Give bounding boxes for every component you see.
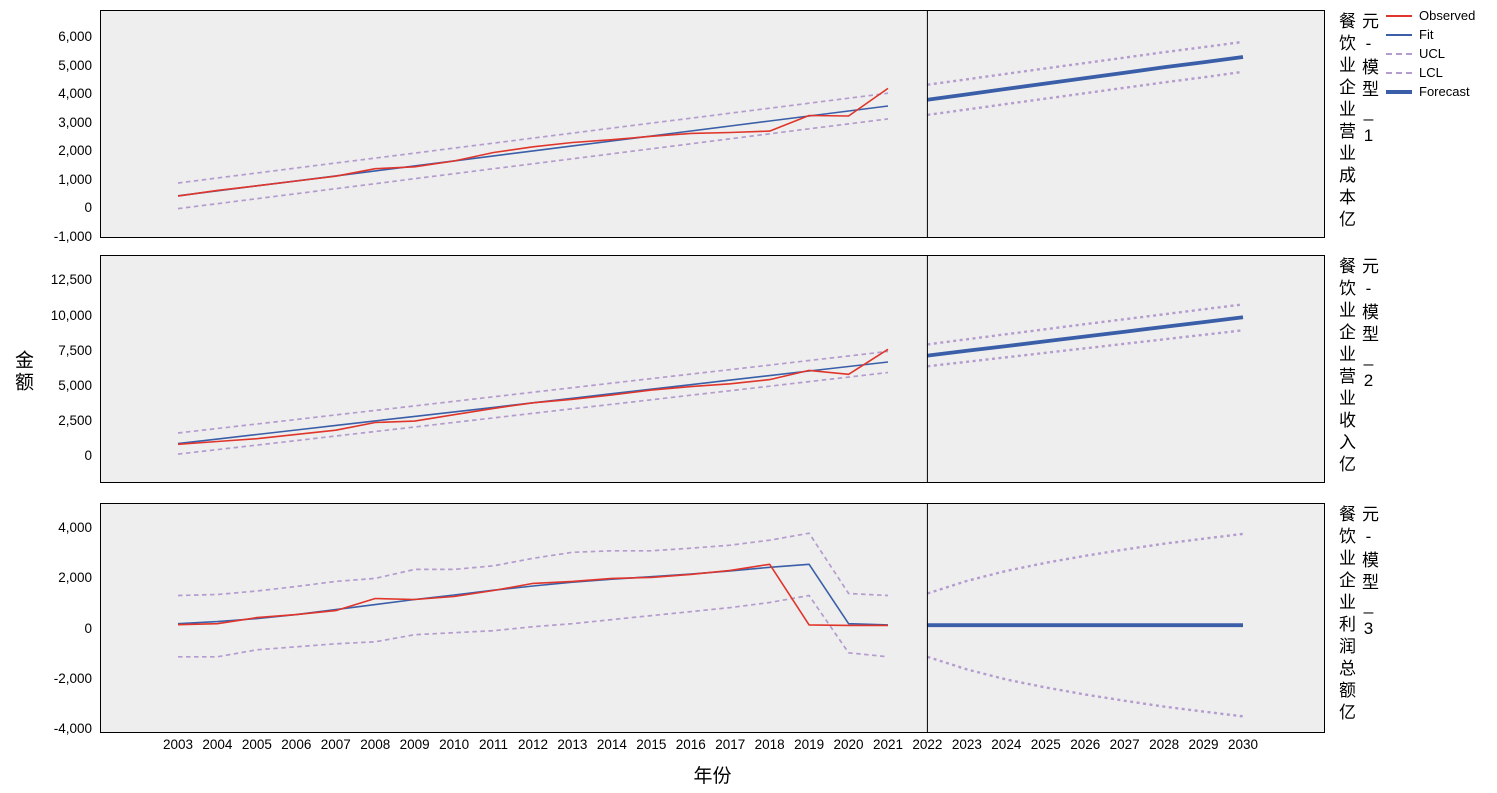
- y-tick-label: 2,000: [58, 570, 92, 586]
- x-tick-label: 2011: [479, 737, 509, 752]
- panel-background: [100, 503, 1325, 733]
- forecast-lcl-line: [927, 655, 1244, 718]
- panel-chart-3: [100, 503, 1325, 733]
- legend-swatch-lcl: [1386, 72, 1412, 74]
- x-tick-label: 2024: [991, 737, 1022, 752]
- panel-strip-label-3-col-2: 元-模型_3: [1359, 505, 1378, 643]
- observed-line: [177, 563, 888, 627]
- x-tick-label: 2028: [1149, 737, 1180, 752]
- y-tick-label: 0: [84, 200, 92, 216]
- legend-swatch-ucl: [1386, 53, 1412, 55]
- panel-frame: [100, 10, 1325, 238]
- y-tick-label: 5,000: [58, 377, 92, 393]
- legend: Observed Fit UCL LCL Forecast: [1386, 9, 1475, 99]
- x-tick-label: 2020: [833, 737, 864, 752]
- legend-item-forecast: Forecast: [1386, 85, 1475, 99]
- x-tick-label: 2017: [715, 737, 746, 752]
- forecast-lcl-line: [927, 329, 1244, 368]
- panel-strip-label-2-col-2: 元-模型_2: [1359, 257, 1378, 395]
- x-tick-label: 2005: [241, 737, 272, 752]
- legend-label-lcl: LCL: [1419, 65, 1443, 80]
- x-tick-label: 2008: [360, 737, 391, 752]
- x-tick-label: 2027: [1109, 737, 1140, 752]
- y-tick-label: 1,000: [58, 171, 92, 187]
- y-tick-label: -1,000: [53, 228, 92, 244]
- y-tick-label: 0: [84, 620, 92, 636]
- y-tick-label: 0: [84, 448, 92, 464]
- y-tick-label: 7,500: [58, 342, 92, 358]
- legend-swatch-forecast: [1386, 90, 1412, 94]
- y-tick-label: 2,500: [58, 413, 92, 429]
- y-tick-label: -4,000: [53, 721, 92, 737]
- legend-label-forecast: Forecast: [1419, 84, 1470, 99]
- observed-line: [177, 348, 889, 446]
- y-tick-label: 4,000: [58, 520, 92, 536]
- x-tick-label: 2022: [912, 737, 943, 752]
- x-tick-label: 2021: [872, 737, 904, 752]
- y-tick-label: 3,000: [58, 114, 92, 130]
- y-tick-label: 6,000: [58, 29, 92, 45]
- x-tick-label: 2030: [1227, 737, 1259, 752]
- x-tick-label: 2029: [1188, 737, 1219, 752]
- x-tick-label: 2006: [281, 737, 312, 752]
- x-tick-label: 2016: [675, 737, 706, 752]
- legend-item-fit: Fit: [1386, 28, 1475, 42]
- x-tick-label: 2015: [636, 737, 667, 752]
- x-tick-label: 2009: [399, 737, 430, 752]
- y-tick-label: 5,000: [58, 57, 92, 73]
- y-axis-title: 金额: [12, 350, 33, 394]
- panel-strip-label-1-col-1: 餐饮业企业营业成本亿: [1336, 12, 1355, 232]
- x-tick-label: 2025: [1030, 737, 1061, 752]
- ucl-line: [177, 350, 889, 434]
- legend-swatch-observed: [1386, 15, 1412, 17]
- x-tick-label: 2004: [202, 737, 233, 752]
- x-tick-label: 2018: [754, 737, 785, 752]
- panel-chart-1: [100, 10, 1325, 238]
- ucl-line: [177, 92, 889, 184]
- x-tick-label: 2007: [320, 737, 351, 752]
- x-tick-label: 2014: [596, 737, 627, 752]
- x-axis-title: 年份: [693, 766, 732, 787]
- x-tick-label: 2023: [951, 737, 982, 752]
- panel-chart-2: [100, 255, 1325, 483]
- panel-background: [100, 10, 1325, 238]
- legend-item-lcl: LCL: [1386, 66, 1475, 80]
- lcl-line: [177, 371, 889, 455]
- panel-strip-label-3-col-1: 餐饮业企业利润总额亿: [1336, 505, 1355, 725]
- y-tick-label: 4,000: [58, 86, 92, 102]
- x-tick-label: 2013: [557, 737, 588, 752]
- y-tick-label: 2,000: [58, 143, 92, 159]
- observed-line: [177, 87, 889, 197]
- lcl-line: [177, 118, 889, 210]
- y-tick-label: 10,000: [50, 307, 92, 323]
- x-tick-label: 2010: [439, 737, 470, 752]
- panel-frame: [100, 255, 1325, 483]
- forecast-line: [927, 315, 1244, 358]
- forecast-ucl-line: [927, 303, 1244, 346]
- legend-label-observed: Observed: [1419, 8, 1476, 23]
- panel-background: [100, 255, 1325, 483]
- ucl-line: [177, 532, 889, 597]
- panel-frame: [100, 503, 1325, 733]
- x-tick-label: 2003: [162, 737, 194, 752]
- forecast-line: [927, 55, 1244, 102]
- y-tick-label: 12,500: [50, 272, 92, 288]
- panel-strip-label-1-col-2: 元-模型_1: [1359, 12, 1378, 150]
- forecast-ucl-line: [927, 532, 1244, 595]
- legend-label-fit: Fit: [1419, 27, 1434, 42]
- panel-strip-label-2-col-1: 餐饮业企业营业收入亿: [1336, 257, 1355, 477]
- y-tick-label: -2,000: [53, 670, 92, 686]
- forecast-lcl-line: [927, 70, 1244, 117]
- legend-item-ucl: UCL: [1386, 47, 1475, 61]
- legend-label-ucl: UCL: [1419, 46, 1446, 61]
- forecast-ucl-line: [927, 40, 1244, 86]
- x-tick-label: 2012: [517, 737, 549, 752]
- legend-swatch-fit: [1386, 34, 1412, 36]
- x-tick-label: 2026: [1070, 737, 1101, 752]
- lcl-line: [178, 594, 889, 658]
- x-tick-label: 2019: [794, 737, 825, 752]
- legend-item-observed: Observed: [1386, 9, 1475, 23]
